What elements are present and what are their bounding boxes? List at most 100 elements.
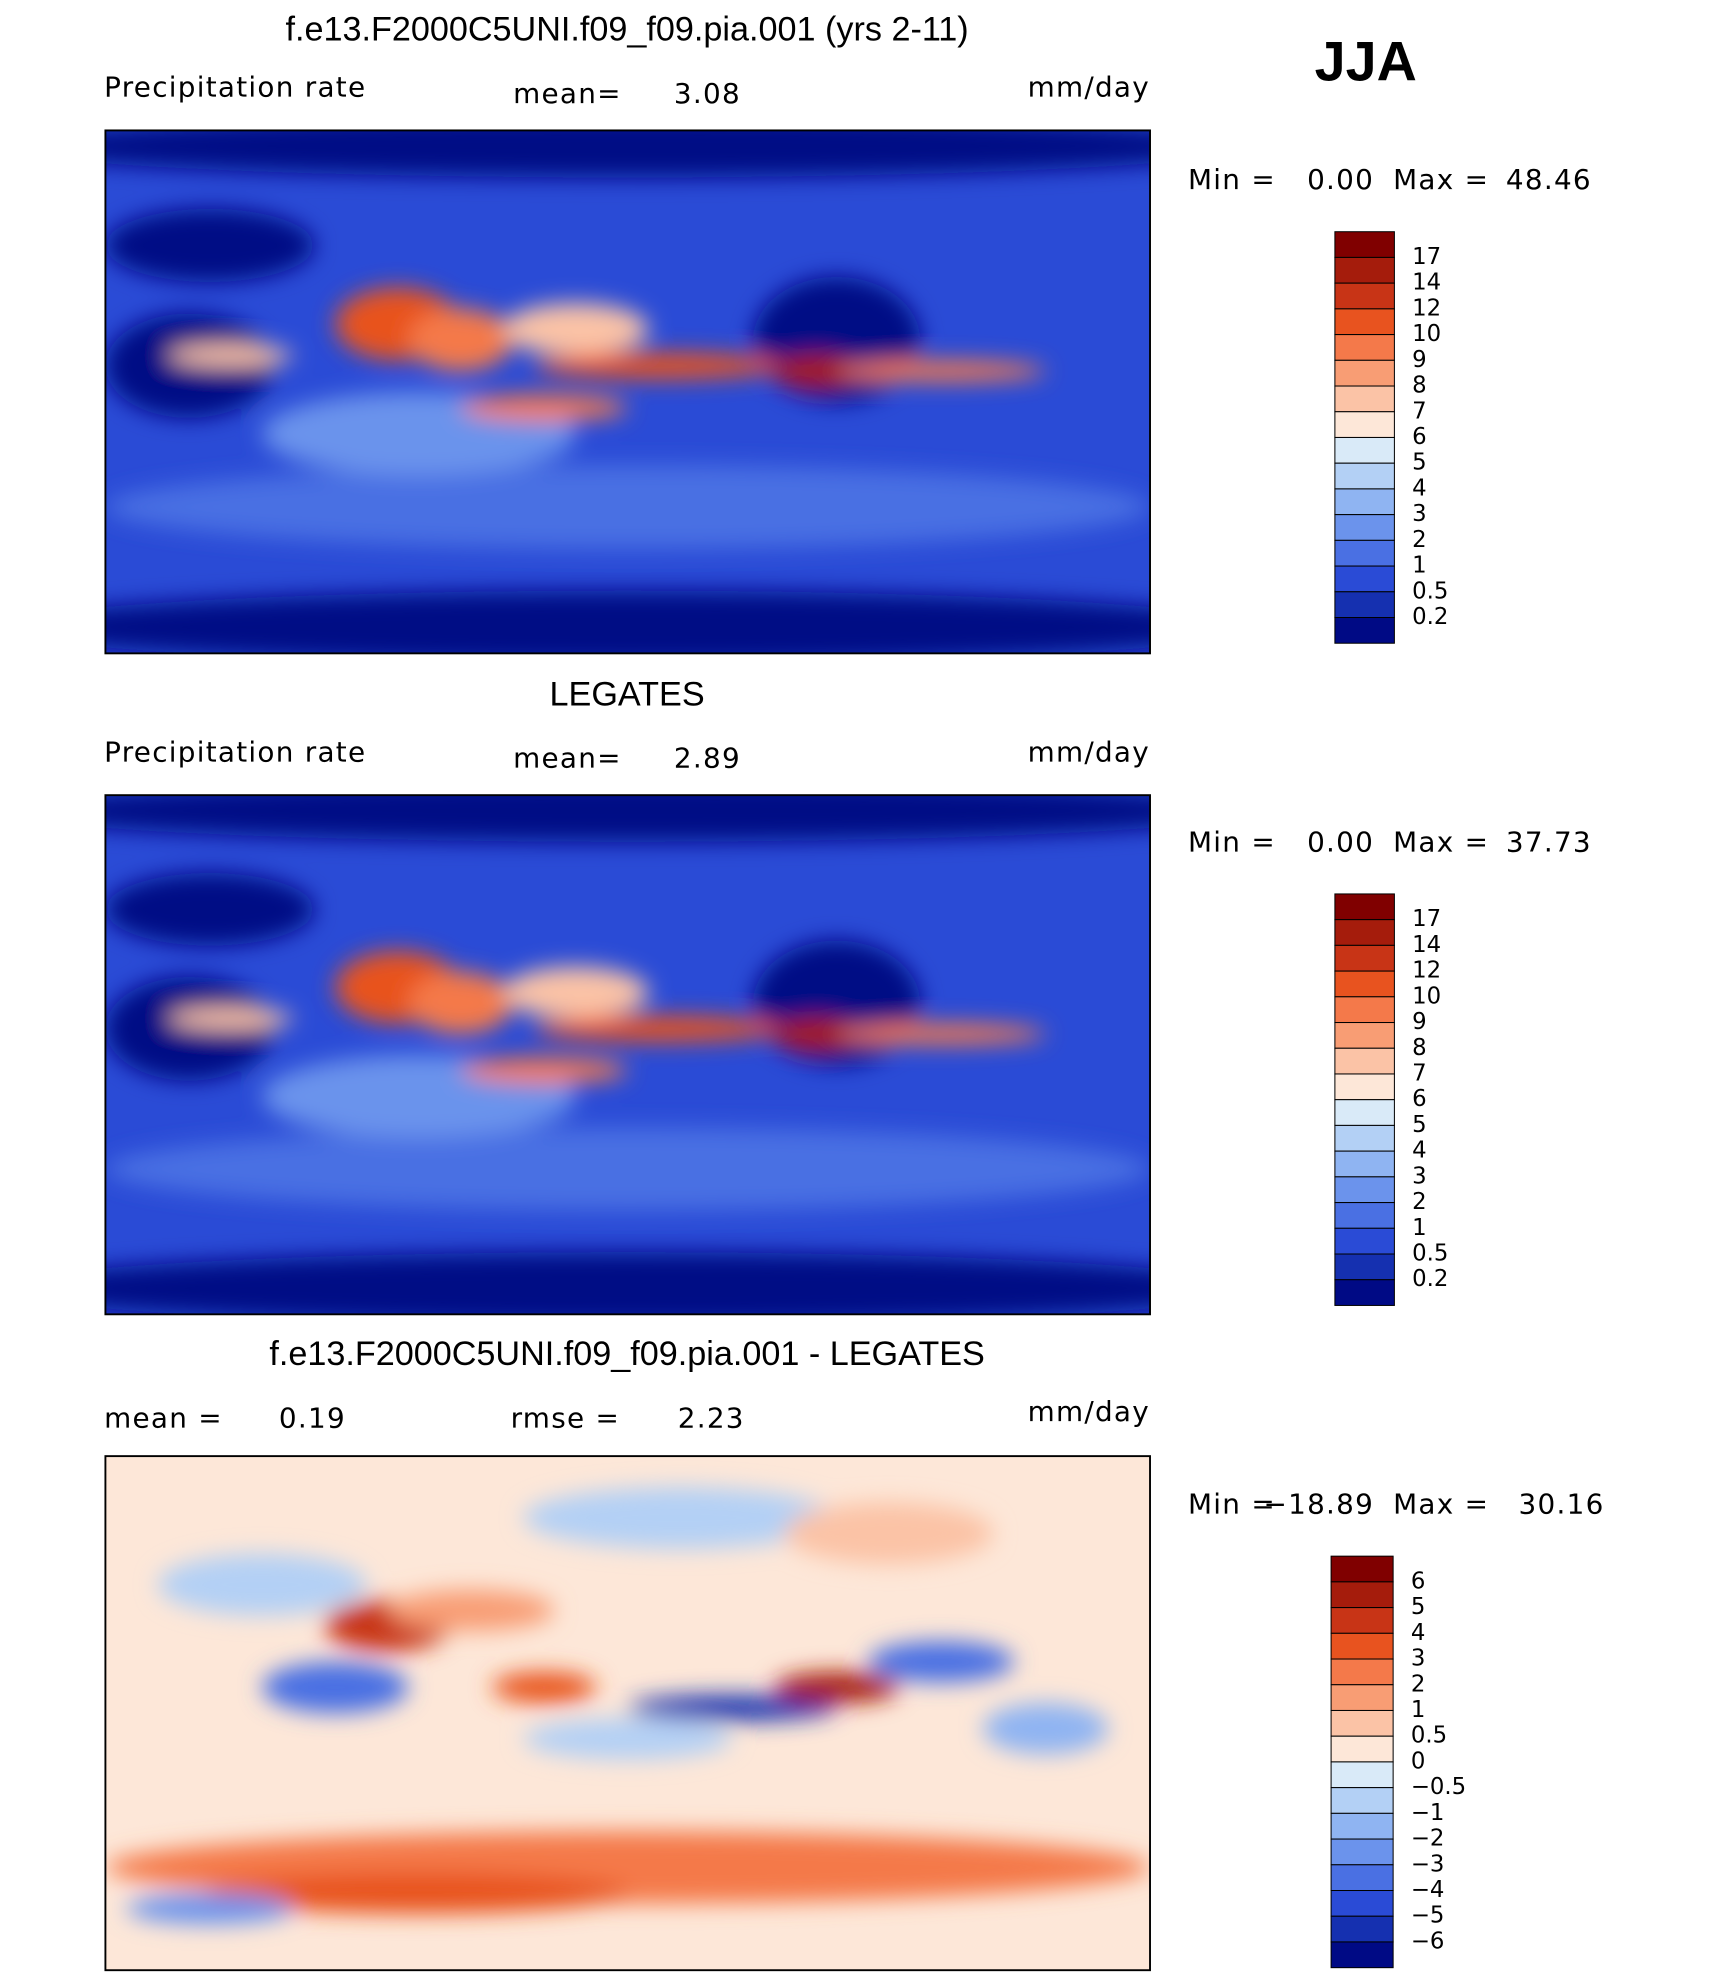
colorbar-swatch xyxy=(1330,1915,1394,1943)
variable-label: Precipitation rate xyxy=(104,735,366,768)
map-contour xyxy=(773,1672,900,1703)
mean-label: mean= xyxy=(513,742,622,775)
map-contour xyxy=(105,208,315,283)
map-contour xyxy=(502,966,649,1019)
colorbar-label: 12 xyxy=(1412,958,1441,984)
colorbar-swatch xyxy=(1330,1735,1394,1763)
map-background xyxy=(105,130,1151,654)
colorbar-swatch xyxy=(1334,944,1395,972)
map-contour xyxy=(408,308,513,371)
colorbar-label: 1 xyxy=(1412,553,1427,579)
colorbar-label: 4 xyxy=(1412,1138,1427,1164)
colorbar-swatch xyxy=(1334,1279,1395,1306)
map-contour xyxy=(105,873,315,946)
colorbar-swatch xyxy=(1334,1150,1395,1178)
colorbar-label: 10 xyxy=(1412,983,1441,1009)
map-frame xyxy=(104,794,1151,1316)
map-contour xyxy=(209,1872,628,1914)
colorbar-swatch xyxy=(1334,919,1395,946)
colorbar-swatch xyxy=(1334,308,1395,336)
map-contour xyxy=(523,1718,733,1760)
colorbar-swatch xyxy=(1330,1607,1394,1634)
colorbar-swatch xyxy=(1334,970,1395,998)
map-contours xyxy=(105,130,1151,654)
map-contour xyxy=(105,313,273,419)
panel-title: f.e13.F2000C5UNI.f09_f09.pia.001 (yrs 2-… xyxy=(285,11,968,49)
colorbar-label: 0.5 xyxy=(1412,1241,1448,1267)
mean-label: mean= xyxy=(513,77,622,110)
map-contour xyxy=(460,394,628,421)
min-value: −18.89 xyxy=(1263,1488,1374,1521)
map-contour xyxy=(773,1018,858,1050)
colorbar-swatch xyxy=(1334,1073,1395,1101)
max-label: Max = xyxy=(1393,825,1489,858)
colorbar-label: 0.2 xyxy=(1412,1266,1448,1292)
min-label: Min = xyxy=(1188,825,1276,858)
colorbar-label: 0.5 xyxy=(1411,1723,1447,1749)
map-contour xyxy=(105,465,1151,549)
colorbar-label: 8 xyxy=(1412,373,1427,399)
colorbar-label: 4 xyxy=(1411,1620,1426,1646)
map-contour xyxy=(126,1893,294,1924)
colorbar-label: −3 xyxy=(1411,1851,1445,1877)
map-contour xyxy=(168,344,294,366)
mean-value: 0.19 xyxy=(279,1401,346,1434)
colorbar-label: 5 xyxy=(1411,1594,1426,1620)
map-contour xyxy=(773,355,858,387)
rmse-label: rmse = xyxy=(511,1401,621,1434)
map-contour xyxy=(491,1672,597,1703)
colorbar-label: 3 xyxy=(1412,501,1427,527)
colorbar-swatch xyxy=(1334,436,1395,464)
colorbar-swatch xyxy=(1334,334,1395,361)
units-label: mm/day xyxy=(1028,1395,1150,1428)
colorbar-swatch xyxy=(1334,359,1395,387)
map-contour xyxy=(460,1057,628,1084)
colorbar-label: −4 xyxy=(1411,1877,1445,1903)
colorbar-label: 9 xyxy=(1412,347,1427,373)
map-contour xyxy=(867,1641,1015,1683)
colorbar-label: 2 xyxy=(1412,1189,1427,1215)
colorbar-swatch xyxy=(1334,231,1395,258)
min-label: Min = xyxy=(1188,163,1276,196)
map-contour xyxy=(784,1502,994,1565)
colorbar-swatch xyxy=(1330,1632,1394,1660)
colorbar-label: 6 xyxy=(1412,1086,1427,1112)
map-contour xyxy=(105,976,273,1081)
colorbar-label: −2 xyxy=(1411,1826,1445,1852)
colorbar-swatch xyxy=(1330,1787,1394,1814)
colorbar-swatch xyxy=(1330,1890,1394,1917)
map-contour xyxy=(105,590,1151,654)
colorbar-label: −5 xyxy=(1411,1903,1445,1929)
map-contour xyxy=(533,1015,785,1042)
colorbar-swatch xyxy=(1334,282,1395,310)
colorbar-label: 3 xyxy=(1411,1646,1426,1672)
colorbar-swatch xyxy=(1330,1838,1394,1866)
colorbar-label: 14 xyxy=(1412,932,1441,958)
mean-value: 3.08 xyxy=(674,77,741,110)
colorbar-swatch xyxy=(1334,1202,1395,1229)
map-field xyxy=(105,130,1151,654)
colorbar-swatch xyxy=(1334,411,1395,438)
colorbar-swatch xyxy=(1330,1812,1394,1840)
colorbar-swatch xyxy=(1334,488,1395,516)
colorbar-swatch xyxy=(1334,565,1395,593)
colorbar-swatch xyxy=(1334,591,1395,619)
colorbar-swatch xyxy=(1330,1581,1394,1609)
colorbar-swatch xyxy=(1330,1684,1394,1711)
map-contours xyxy=(105,1486,1151,1924)
variable-label: Precipitation rate xyxy=(104,71,366,104)
colorbar-label: −1 xyxy=(1411,1800,1445,1826)
colorbar-swatch xyxy=(1330,1658,1394,1686)
mean-label: mean = xyxy=(104,1401,223,1434)
colorbar-label: 0 xyxy=(1411,1748,1426,1774)
max-label: Max = xyxy=(1393,1488,1489,1521)
map-contour xyxy=(262,1661,409,1714)
map-contour xyxy=(157,1553,367,1616)
colorbar-label: 9 xyxy=(1412,1009,1427,1035)
colorbar-swatch xyxy=(1334,1253,1395,1281)
colorbar-swatch xyxy=(1334,996,1395,1024)
colorbar-label: 5 xyxy=(1412,450,1427,476)
colorbar-label: 1 xyxy=(1412,1215,1427,1241)
min-value: 0.00 xyxy=(1307,163,1374,196)
